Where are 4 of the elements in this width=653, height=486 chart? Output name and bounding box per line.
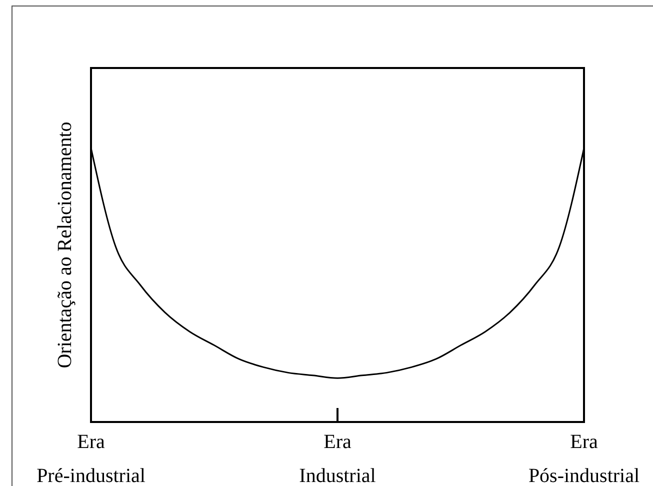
y-axis-title: Orientação ao Relacionamento [54,122,76,368]
x-tick-label: Era Industrial [299,431,376,486]
x-tick-label: Era Pós-industrial [528,431,640,486]
x-tick-label: Era Pré-industrial [36,431,146,486]
